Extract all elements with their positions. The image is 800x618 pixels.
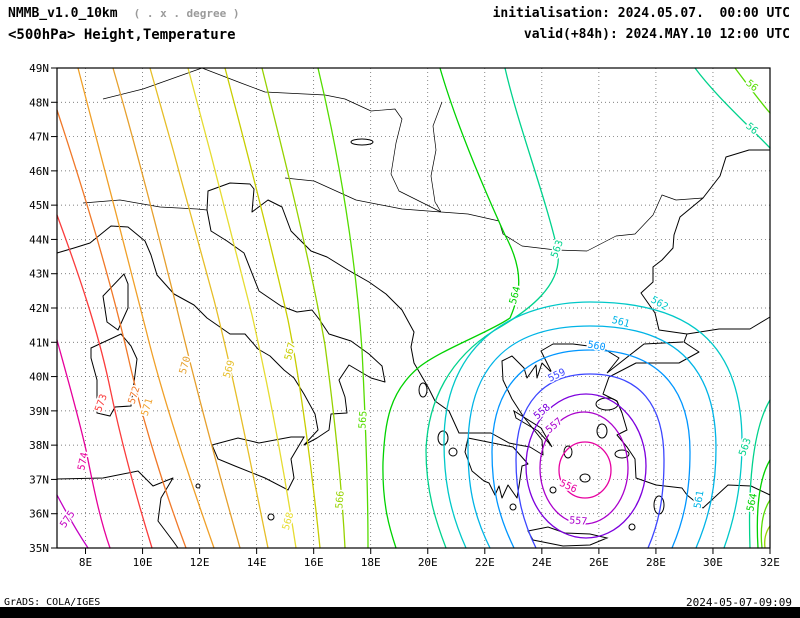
- height-contour-565: [317, 67, 369, 549]
- contour-label: 568: [281, 511, 297, 531]
- resolution-note: ( . x . degree ): [133, 7, 240, 20]
- x-axis-label: 20E: [418, 556, 438, 569]
- height-contour-570: [112, 67, 241, 549]
- contour-label: 560: [587, 340, 607, 354]
- creation-timestamp: 2024-05-07-09:09: [686, 596, 792, 609]
- mainland-coastline: [56, 149, 771, 549]
- header-left-line1: NMMB_v1.0_10km ( . x . degree ): [8, 6, 240, 21]
- x-axis-label: 26E: [589, 556, 609, 569]
- x-axis-label: 24E: [532, 556, 552, 569]
- height-contour-567: [224, 67, 321, 549]
- valid-time: valid(+84h): 2024.MAY.10 12:00 UTC: [523, 27, 790, 42]
- axis-ticks-and-labels: 8E 10E 12E 14E 16E 18E 20E 22E 24E 26E 28E 30E 32E 49…: [29, 62, 780, 569]
- contour-label: 562: [649, 295, 670, 314]
- height-contour-562: [443, 301, 743, 549]
- y-axis-label: 42N: [29, 302, 49, 315]
- contour-label: 56: [743, 78, 759, 94]
- y-axis-label: 35N: [29, 542, 49, 555]
- contour-label: 569: [222, 359, 238, 379]
- height-contour-566-se: [764, 525, 771, 549]
- rivers: [82, 67, 704, 252]
- y-axis-label: 47N: [29, 131, 49, 144]
- bottom-bar: [0, 607, 800, 618]
- contour-label: 558: [532, 402, 553, 422]
- contour-label: 556: [558, 478, 579, 496]
- x-axis-label: 30E: [703, 556, 723, 569]
- model-name: NMMB_v1.0_10km: [8, 6, 118, 21]
- height-contour-566: [261, 67, 346, 549]
- small-islands: [195, 138, 665, 531]
- contour-label: 559: [546, 367, 567, 385]
- height-contour-564: [382, 67, 520, 549]
- y-axis-label: 39N: [29, 405, 49, 418]
- height-contour-568: [187, 67, 297, 549]
- y-axis-label: 46N: [29, 165, 49, 178]
- x-axis-label: 12E: [190, 556, 210, 569]
- contour-label: 570: [178, 355, 194, 375]
- height-contours: [56, 67, 771, 549]
- y-axis-label: 49N: [29, 62, 49, 75]
- height-contour-561: [467, 325, 717, 549]
- height-contour-573: [56, 214, 153, 549]
- height-contour-563-se: [748, 399, 771, 549]
- height-contour-559: [515, 373, 665, 549]
- x-axis-label: 22E: [475, 556, 495, 569]
- y-axis-label: 37N: [29, 473, 49, 486]
- height-contour-ne-outer: [694, 67, 771, 149]
- contour-label: 567: [283, 341, 298, 361]
- height-contour-564-se: [756, 459, 771, 549]
- contour-label: 561: [611, 315, 631, 330]
- height-contour-557: [539, 411, 629, 525]
- x-axis-label: 28E: [646, 556, 666, 569]
- contour-label: 561: [693, 490, 707, 510]
- height-contour-575: [56, 494, 89, 549]
- initialisation-time: initialisation: 2024.05.07. 00:00 UTC: [492, 6, 790, 21]
- height-contour-560: [491, 349, 691, 549]
- grads-credit: GrADS: COLA/IGES: [4, 597, 101, 608]
- islands-coastline: [90, 273, 609, 547]
- x-axis-label: 32E: [760, 556, 780, 569]
- height-contour-574: [56, 339, 111, 549]
- x-axis-label: 18E: [361, 556, 381, 569]
- y-axis-label: 48N: [29, 96, 49, 109]
- y-axis-label: 44N: [29, 233, 49, 246]
- contour-label: 563: [549, 239, 566, 260]
- height-contour-571: [77, 67, 215, 549]
- y-axis-label: 45N: [29, 199, 49, 212]
- contour-label: 564: [508, 285, 523, 305]
- contour-label: 565: [357, 410, 369, 429]
- contour-label: 573: [93, 393, 110, 414]
- height-contour-569: [149, 67, 269, 549]
- y-axis-label: 41N: [29, 336, 49, 349]
- y-axis-label: 40N: [29, 371, 49, 384]
- height-contour-572: [56, 109, 187, 549]
- contour-label: 563: [737, 437, 754, 458]
- x-axis-label: 8E: [79, 556, 92, 569]
- contour-label: 571: [140, 397, 156, 417]
- x-axis-label: 10E: [133, 556, 153, 569]
- y-axis-label: 38N: [29, 439, 49, 452]
- height-contour-556: [558, 441, 612, 499]
- contour-label: 557: [569, 515, 588, 528]
- y-axis-label: 36N: [29, 508, 49, 521]
- contour-label: 564: [745, 493, 760, 513]
- contour-label: 572: [127, 385, 143, 406]
- height-contour-565-se: [760, 499, 771, 549]
- contour-label: 566: [334, 490, 347, 509]
- height-contour-558: [525, 393, 647, 539]
- coastlines: [56, 67, 771, 549]
- x-axis-label: 16E: [304, 556, 324, 569]
- y-axis-label: 43N: [29, 268, 49, 281]
- x-axis-label: 14E: [247, 556, 267, 569]
- height-contour-ne-inner: [734, 67, 771, 114]
- field-title: <500hPa> Height,Temperature: [8, 27, 236, 43]
- contour-label: 574: [76, 452, 91, 472]
